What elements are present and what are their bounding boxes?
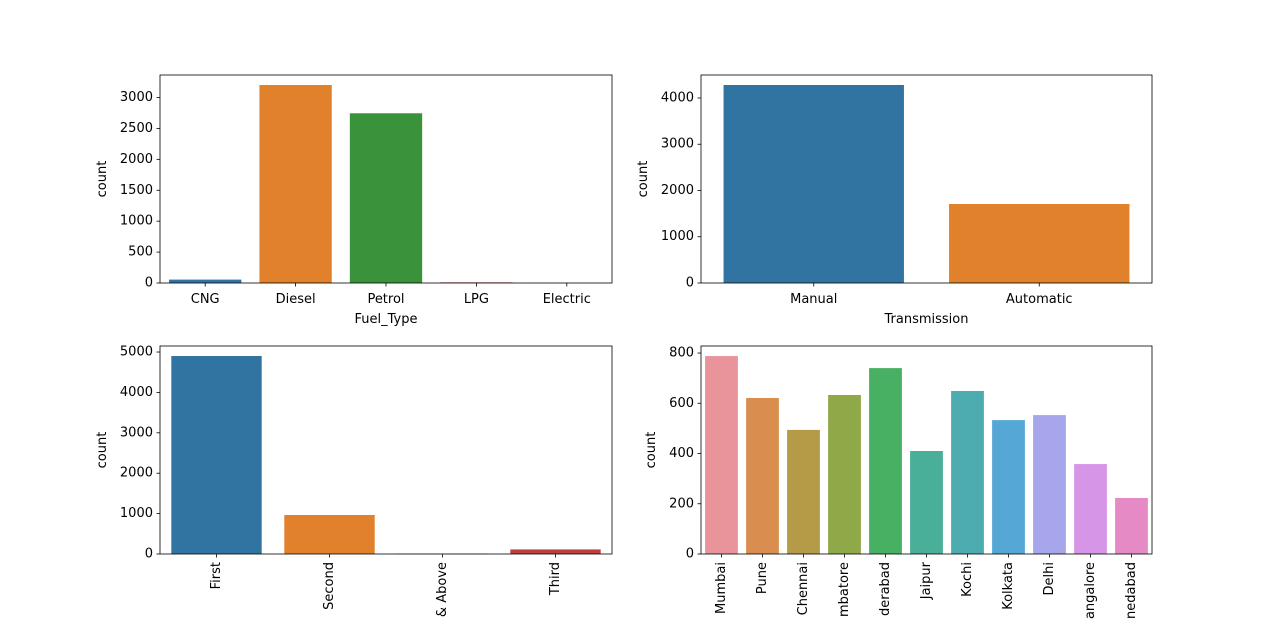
bar	[169, 279, 242, 283]
bar	[951, 390, 984, 554]
y-tick-label: 1000	[120, 214, 153, 229]
y-tick-label: 2000	[120, 466, 153, 481]
y-tick-label: 4000	[661, 90, 694, 105]
y-tick-label: 0	[145, 547, 153, 562]
x-tick-label: Petrol	[367, 292, 404, 307]
y-tick-label: 0	[145, 276, 153, 291]
axes-frame	[159, 345, 613, 555]
bar	[171, 356, 262, 554]
y-tick-label: 1500	[120, 183, 153, 198]
x-tick-label: LPG	[464, 292, 489, 307]
x-tick-label: Automatic	[1006, 292, 1073, 307]
x-tick-label: derabad	[878, 562, 893, 616]
y-axis-label: count	[644, 432, 659, 469]
bar	[787, 429, 820, 554]
y-axis-label: count	[95, 432, 110, 469]
y-tick-label: 0	[686, 547, 694, 562]
y-tick-label: 2000	[661, 183, 694, 198]
y-tick-label: 1000	[120, 506, 153, 521]
bar	[992, 420, 1025, 554]
x-tick-label: Electric	[543, 292, 591, 307]
x-tick-label: Kochi	[960, 562, 975, 597]
bar	[910, 451, 943, 554]
bar	[869, 368, 902, 554]
y-tick-label: 5000	[120, 345, 153, 360]
x-tick-label: Pune	[755, 562, 770, 594]
axes-frame	[700, 345, 1153, 555]
x-tick-label: Second	[322, 562, 337, 610]
x-tick-label: Third	[548, 562, 563, 596]
x-tick-label: Mumbai	[714, 562, 729, 614]
x-tick-label: Kolkata	[1001, 562, 1016, 610]
axes-frame	[700, 74, 1153, 284]
bar	[723, 84, 904, 283]
bar	[349, 113, 423, 283]
bar	[746, 398, 779, 554]
axes-frame	[159, 74, 613, 284]
y-tick-label: 800	[669, 346, 694, 361]
y-axis-label: count	[95, 161, 110, 198]
x-axis-label: Transmission	[884, 312, 969, 327]
bar	[1033, 415, 1066, 554]
bar	[284, 515, 375, 554]
x-axis-label: Fuel_Type	[355, 312, 418, 327]
y-tick-label: 600	[669, 396, 694, 411]
y-tick-label: 4000	[120, 385, 153, 400]
y-tick-label: 0	[686, 276, 694, 291]
y-axis-label: count	[636, 161, 651, 198]
bar	[510, 549, 601, 554]
y-tick-label: 400	[669, 446, 694, 461]
y-tick-label: 500	[128, 245, 153, 260]
x-tick-label: Delhi	[1042, 562, 1057, 595]
bar	[259, 85, 332, 283]
x-tick-label: First	[209, 562, 224, 589]
y-tick-label: 2500	[120, 121, 153, 136]
x-tick-label: Jaipur	[919, 561, 934, 600]
x-tick-label: angalore	[1083, 562, 1098, 619]
y-tick-label: 2000	[120, 152, 153, 167]
y-tick-label: 3000	[120, 90, 153, 105]
x-tick-label: Diesel	[276, 292, 316, 307]
bar	[1074, 464, 1107, 554]
bar	[949, 203, 1130, 283]
bar	[705, 356, 738, 554]
y-tick-label: 200	[669, 496, 694, 511]
bar	[1115, 497, 1148, 554]
x-tick-label: mbatore	[837, 562, 852, 617]
y-tick-label: 3000	[661, 137, 694, 152]
x-tick-label: Manual	[790, 292, 837, 307]
x-tick-label: nedabad	[1124, 562, 1139, 619]
x-tick-label: & Above	[435, 562, 450, 617]
x-tick-label: CNG	[191, 292, 220, 307]
y-tick-label: 3000	[120, 425, 153, 440]
bar	[828, 394, 861, 554]
x-tick-label: Chennai	[796, 562, 811, 615]
y-tick-label: 1000	[661, 229, 694, 244]
